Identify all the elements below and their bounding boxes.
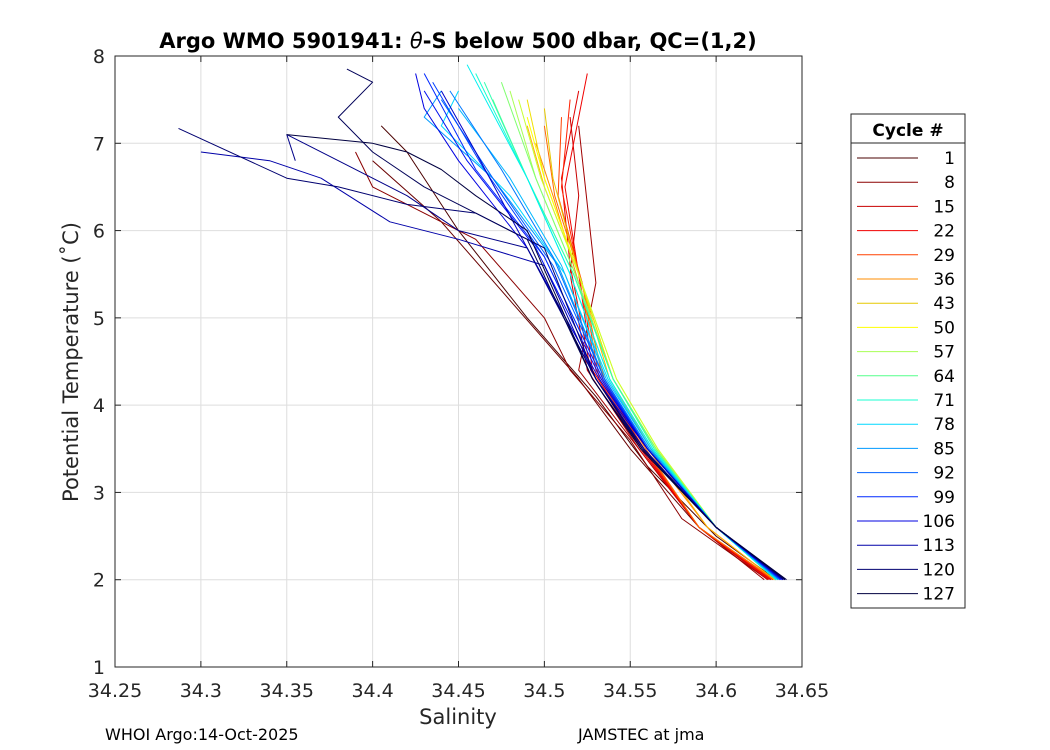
x-tick-label: 34.3 xyxy=(180,680,222,702)
legend-label: 57 xyxy=(933,343,955,363)
legend-label: 71 xyxy=(933,391,955,411)
y-tick-label: 6 xyxy=(93,221,105,243)
legend-label: 8 xyxy=(944,173,955,193)
series-line-cycle-85 xyxy=(423,90,781,581)
legend-label: 50 xyxy=(933,318,955,338)
series-line-cycle-71 xyxy=(475,73,777,581)
legend-items: 1 8 15 22 29 36 43 50 57 64 71 78 85 92 99 106 113 120 127 xyxy=(857,149,955,605)
legend: Cycle # 18152229364350576471788592991061… xyxy=(850,113,966,609)
y-tick-label: 4 xyxy=(93,395,105,417)
series-line-cycle-117 xyxy=(286,134,786,581)
legend-label: 113 xyxy=(923,536,955,556)
footer-source: WHOI Argo:14-Oct-2025 xyxy=(105,725,299,744)
series-line-cycle-36 xyxy=(535,143,775,581)
plot-area-frame xyxy=(114,55,803,668)
y-tick-label: 3 xyxy=(93,482,105,504)
x-tick-labels: 34.25 34.3 34.35 34.4 34.45 34.5 34.55 34.6 34.6… xyxy=(88,680,829,702)
x-tick-label: 34.45 xyxy=(431,680,485,702)
y-tick-label: 8 xyxy=(93,46,105,68)
legend-box xyxy=(850,113,966,609)
series-line-cycle-54 xyxy=(518,99,777,581)
y-tick-labels: 1 2 3 4 5 6 7 8 xyxy=(93,46,105,679)
series-group xyxy=(178,64,787,581)
legend-label: 22 xyxy=(933,222,955,242)
title-prefix: Argo WMO 5901941: xyxy=(159,29,410,53)
series-line-cycle-8 xyxy=(355,151,768,581)
legend-title: Cycle # xyxy=(872,121,943,141)
x-tick-label: 34.65 xyxy=(775,680,829,702)
series-line-cycle-124 xyxy=(337,68,786,581)
series-line-cycle-4 xyxy=(372,160,772,581)
series-line-cycle-15 xyxy=(569,117,769,581)
x-tick-label: 34.5 xyxy=(523,680,565,702)
x-tick-label: 34.35 xyxy=(260,680,314,702)
series-line-cycle-43 xyxy=(543,108,777,581)
series-line-cycle-64 xyxy=(492,99,777,581)
y-tick-label: 5 xyxy=(93,308,105,330)
legend-label: 29 xyxy=(933,246,955,266)
y-tick-label: 1 xyxy=(93,657,105,679)
x-tick-label: 34.55 xyxy=(603,680,657,702)
series-line-cycle-99 xyxy=(423,73,782,581)
series-line-cycle-1 xyxy=(380,125,777,581)
chart-title: Argo WMO 5901941: θ-S below 500 dbar, QC… xyxy=(159,29,756,53)
legend-label: 1 xyxy=(944,149,955,169)
x-tick-label: 34.4 xyxy=(351,680,393,702)
title-suffix: -S below 500 dbar, QC=(1,2) xyxy=(423,29,757,53)
series-line-cycle-50 xyxy=(526,116,777,581)
x-tick-label: 34.6 xyxy=(695,680,737,702)
series-line-cycle-96 xyxy=(432,81,782,581)
series-line-cycle-106 xyxy=(415,73,784,581)
legend-label: 36 xyxy=(933,270,955,290)
legend-label: 43 xyxy=(933,294,955,314)
y-tick-label: 7 xyxy=(93,133,105,155)
y-tick-label: 2 xyxy=(93,570,105,592)
series-line-cycle-82 xyxy=(458,108,779,581)
series-line-cycle-120 xyxy=(178,127,786,581)
legend-label: 120 xyxy=(923,560,955,580)
series-line-cycle-75 xyxy=(466,64,777,581)
series-line-cycle-127 xyxy=(286,134,787,581)
x-axis-label: Salinity xyxy=(419,705,497,729)
legend-label: 78 xyxy=(933,415,955,435)
series-line-cycle-110 xyxy=(440,90,784,581)
legend-label: 85 xyxy=(933,439,955,459)
legend-label: 99 xyxy=(933,488,955,508)
y-axis-label: Potential Temperature (˚C) xyxy=(59,222,83,502)
legend-label: 127 xyxy=(923,585,955,605)
series-line-cycle-47 xyxy=(526,99,777,581)
title-theta-symbol: θ xyxy=(410,29,423,53)
legend-label: 106 xyxy=(923,512,955,532)
x-tick-label: 34.25 xyxy=(88,680,142,702)
footer-institution: JAMSTEC at jma xyxy=(577,725,704,744)
series-line-cycle-40 xyxy=(526,125,775,581)
series-line-cycle-61 xyxy=(500,82,777,581)
series-line-cycle-92 xyxy=(440,99,781,581)
series-line-cycle-26 xyxy=(561,99,774,581)
series-line-cycle-78 xyxy=(440,90,779,581)
legend-label: 15 xyxy=(933,197,955,217)
legend-label: 64 xyxy=(933,367,955,387)
legend-label: 92 xyxy=(933,464,955,484)
